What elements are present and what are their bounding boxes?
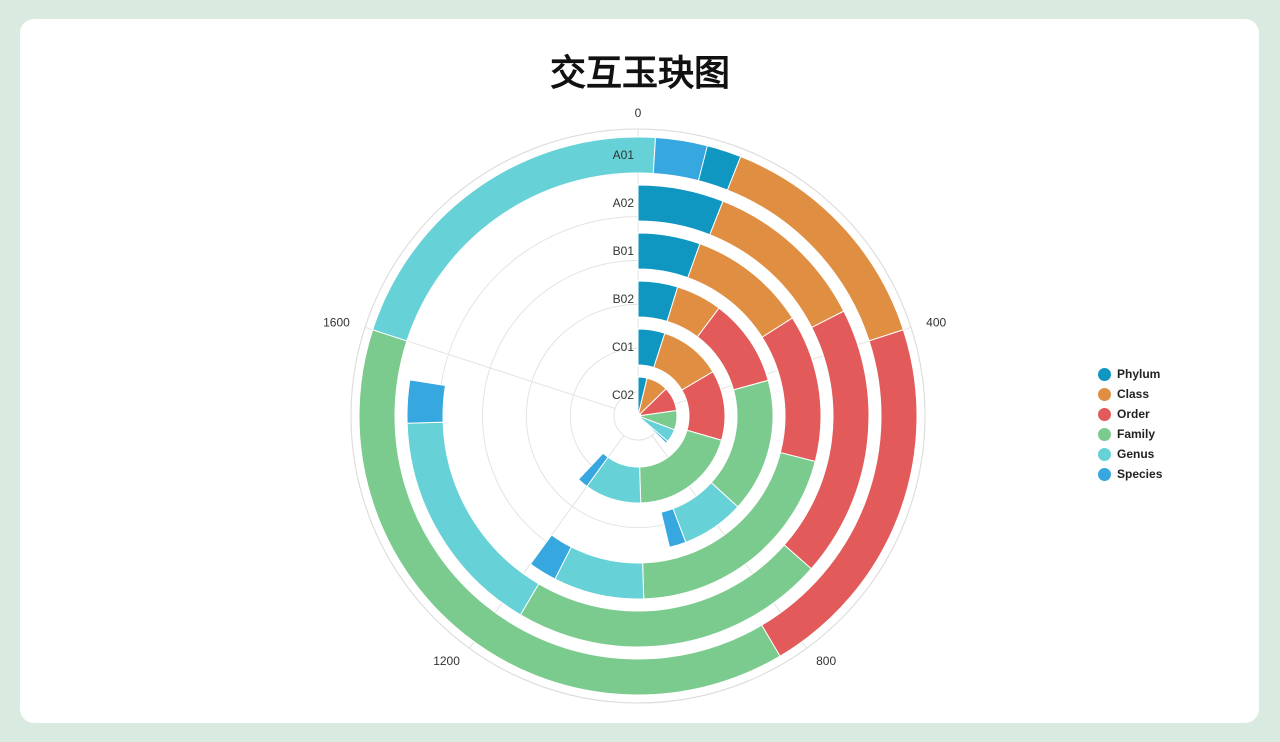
bar-segment-B02-species [660,507,687,548]
angle-tick-label: 1600 [323,315,350,329]
legend-marker [1098,427,1111,441]
chart-legend: Phylum Class Order Family Genus Species [1098,364,1162,484]
legend-item-phylum[interactable]: Phylum [1098,364,1162,384]
category-label: A02 [613,196,635,210]
legend-marker [1098,367,1111,381]
legend-marker [1098,407,1111,421]
bar-segment-B01-genus [554,546,645,600]
angle-tick-label: 400 [926,315,946,329]
category-label: C02 [612,388,634,402]
legend-label: Phylum [1117,367,1161,381]
bar-segment-A02-species [406,379,446,424]
legend-item-order[interactable]: Order [1098,404,1162,424]
legend-marker [1098,447,1111,461]
category-label: C01 [612,340,634,354]
legend-item-family[interactable]: Family [1098,424,1162,444]
bar-segment-C02-species [639,417,669,444]
legend-marker [1098,387,1111,401]
bar-segment-B01-species [529,534,572,580]
legend-label: Order [1117,407,1150,421]
angle-tick-label: 800 [816,654,836,668]
legend-label: Family [1117,427,1156,441]
legend-marker [1098,467,1111,481]
legend-item-genus[interactable]: Genus [1098,444,1162,464]
angle-tick-label: 0 [635,106,642,120]
bar-segment-A01-genus [372,136,657,342]
category-label: B02 [613,292,635,306]
legend-label: Class [1117,387,1150,401]
legend-item-species[interactable]: Species [1098,464,1162,484]
bar-segment-A02-phylum [637,184,724,236]
legend-item-class[interactable]: Class [1098,384,1162,404]
legend-label: Genus [1117,447,1155,461]
legend-label: Species [1117,467,1163,481]
bar-segment-C01-species [577,452,609,488]
chart-title: 交互玉玦图 [549,53,730,94]
bar-segment-A01-species [652,137,708,182]
angle-tick-label: 1200 [433,654,460,668]
category-label: B01 [613,244,635,258]
chart-card [20,19,1259,723]
category-label: A01 [613,148,635,162]
axis-ring [350,128,926,704]
